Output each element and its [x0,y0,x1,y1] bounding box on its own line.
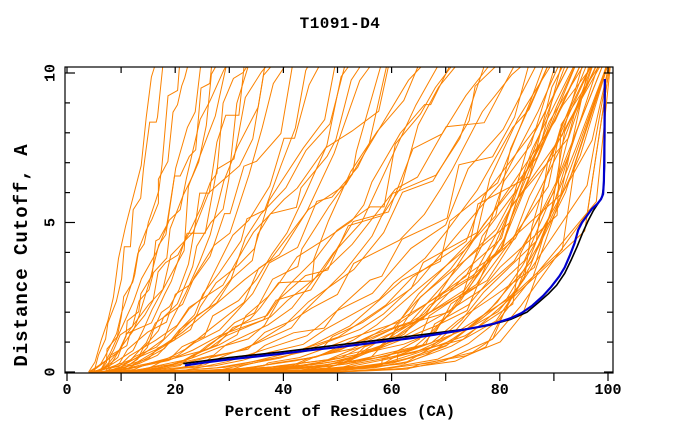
ensemble-curve [99,66,336,373]
ensemble-curve [88,66,266,373]
ensemble-curve [93,66,227,373]
ensemble-curve [99,66,227,373]
ensemble-curve [115,66,371,373]
x-tick-label: 100 [594,382,621,399]
ensemble-curve [104,66,515,373]
ensemble-curve [88,66,216,373]
ensemble-curve [88,66,593,373]
ensemble-curve [93,66,201,373]
ensemble-curve [110,66,320,373]
ensemble-curve [99,66,381,373]
ensemble-curve [99,66,569,373]
highlight-blue-curve [184,78,606,367]
y-axis-label: Distance Cutoff, A [11,143,33,367]
ensemble-curve [137,66,536,373]
ensemble-curve [99,66,456,373]
chart-title: T1091-D4 [299,15,381,33]
ensemble-curve [93,66,489,373]
x-tick-label: 60 [383,382,401,399]
x-tick-label: 20 [166,382,184,399]
x-tick-label: 80 [491,382,509,399]
ensemble-curve [88,66,309,373]
ensemble-curve [115,66,596,373]
ensemble-curve [131,66,452,373]
ensemble-curve [104,66,293,373]
x-tick-label: 0 [62,382,71,399]
ensemble-curve [115,66,521,373]
y-tick-label: 10 [43,64,60,82]
y-tick-label: 5 [43,218,60,227]
ensemble-curve [104,66,361,373]
ensemble-curve [121,66,496,373]
y-tick-label: 0 [43,367,60,376]
ensemble-curve [93,66,164,373]
ensemble-curve [88,66,389,373]
ensemble-curve [88,66,155,373]
x-axis-label: Percent of Residues (CA) [224,403,456,421]
ensemble-curve [99,66,529,373]
ensemble-curve [88,66,180,373]
ensemble-curve [99,66,610,373]
ensemble-curve [93,66,422,373]
ensemble-curve [99,66,271,373]
ensemble-curve [110,66,387,373]
x-tick-label: 40 [274,382,292,399]
ensemble-curve [93,66,248,373]
plot-frame [64,66,614,374]
